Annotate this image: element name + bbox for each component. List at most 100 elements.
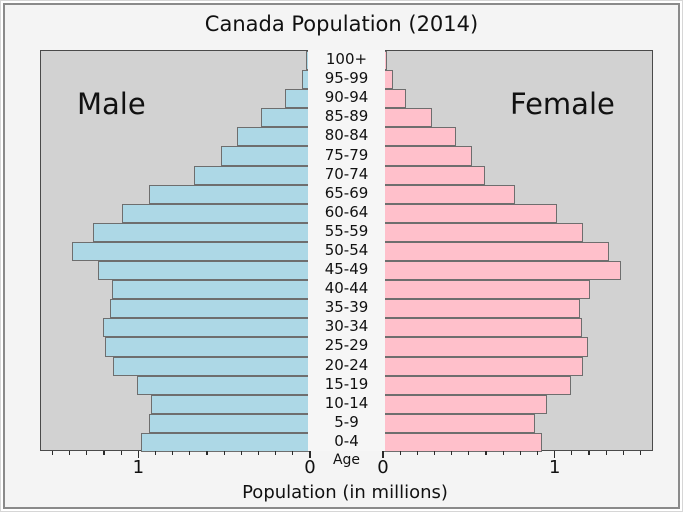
figure-background: Canada Population (2014) Male Female 100…: [3, 3, 680, 509]
male-axis-tick-1.3: [86, 451, 88, 455]
age-label-25-29: 25-29: [324, 336, 369, 355]
age-label-80-84: 80-84: [324, 126, 369, 145]
age-label-10-14: 10-14: [324, 393, 369, 412]
male-bar-50-54: [72, 241, 309, 262]
female-axis-tick-0.4: [451, 451, 453, 455]
female-bar-95-99: [384, 70, 393, 90]
male-axis-tick-1.2: [103, 451, 105, 455]
age-label-65-69: 65-69: [324, 183, 369, 202]
male-axis-tick-0.6: [206, 451, 208, 455]
female-bar-60-64: [384, 203, 558, 223]
female-bar-75-79: [384, 146, 472, 166]
female-axis-tick-1.4: [622, 451, 624, 455]
female-axis-tick-0.9: [536, 451, 539, 455]
age-label-70-74: 70-74: [324, 164, 369, 183]
age-label-5-9: 5-9: [334, 412, 359, 431]
female-tick-label-1: 1: [548, 457, 561, 478]
female-axis-tick-0.2: [416, 451, 418, 455]
female-bar-55-59: [384, 222, 584, 242]
age-label-100+: 100+: [325, 50, 368, 69]
female-bar-5-9: [384, 413, 536, 433]
age-label-45-49: 45-49: [324, 260, 369, 279]
male-axis-tick-1.4: [69, 451, 71, 455]
male-bar-15-19: [137, 375, 309, 395]
male-bar-85-89: [260, 108, 309, 128]
female-bar-65-69: [384, 184, 515, 204]
female-bar-85-89: [384, 108, 433, 128]
age-label-20-24: 20-24: [324, 355, 369, 374]
male-axis-tick-0.8: [172, 451, 174, 455]
male-axis-tick-0.0: [309, 451, 311, 458]
male-bar-90-94: [285, 89, 309, 109]
age-label-30-34: 30-34: [324, 317, 369, 336]
male-bar-70-74: [194, 165, 309, 185]
male-tick-label-0: 0: [304, 457, 316, 478]
male-bar-40-44: [111, 280, 309, 300]
male-axis-tick-0.3: [257, 451, 260, 455]
male-bar-60-64: [121, 203, 309, 223]
female-axis-tick-0.7: [502, 451, 504, 455]
female-axis-tick-0.6: [485, 451, 487, 455]
male-bar-65-69: [149, 184, 309, 204]
female-bar-15-19: [384, 375, 572, 395]
male-bar-10-14: [151, 394, 309, 414]
female-panel: [383, 50, 653, 452]
female-bar-50-54: [384, 241, 609, 262]
male-tick-label-1: 1: [132, 457, 145, 478]
male-axis-tick-0.5: [223, 451, 225, 455]
age-label-95-99: 95-99: [324, 69, 369, 88]
female-tick-label-0: 0: [377, 457, 389, 478]
male-bar-75-79: [221, 146, 309, 166]
female-bar-45-49: [384, 261, 621, 281]
male-bar-25-29: [104, 337, 309, 357]
female-axis-tick-0.0: [382, 451, 384, 458]
chart-title: Canada Population (2014): [204, 12, 479, 36]
female-axis-tick-1.1: [571, 451, 573, 455]
age-label-85-89: 85-89: [324, 107, 369, 126]
male-bar-80-84: [236, 127, 309, 147]
male-bar-0-4: [140, 432, 309, 452]
age-label-90-94: 90-94: [324, 88, 369, 107]
male-axis-tick-0.4: [240, 451, 242, 455]
female-bar-30-34: [384, 318, 582, 338]
male-axis-tick-1.5: [51, 451, 54, 455]
age-label-55-59: 55-59: [324, 221, 369, 240]
age-label-15-19: 15-19: [324, 374, 369, 393]
female-axis-tick-1.2: [588, 451, 590, 455]
male-axis-tick-1.0: [137, 451, 139, 458]
male-axis-tick-0.9: [154, 451, 157, 455]
male-bar-20-24: [113, 356, 309, 376]
female-axis-tick-0.5: [468, 451, 470, 455]
male-bar-55-59: [92, 222, 309, 242]
female-axis-tick-0.3: [433, 451, 436, 455]
age-axis-label: Age: [332, 452, 361, 468]
female-bar-35-39: [384, 299, 580, 319]
male-bar-30-34: [103, 318, 309, 338]
female-axis-tick-0.1: [399, 451, 401, 455]
female-bar-25-29: [384, 337, 589, 357]
female-axis-tick-1.3: [605, 451, 607, 455]
male-bar-45-49: [97, 261, 309, 281]
male-bar-35-39: [109, 299, 309, 319]
male-axis-tick-0.7: [189, 451, 191, 455]
x-axis-label: Population (in millions): [242, 482, 448, 503]
female-axis-tick-0.8: [519, 451, 521, 455]
male-panel: [40, 50, 310, 452]
female-bar-80-84: [384, 127, 457, 147]
age-labels-column: 100+ 95-99 90-94 85-89 80-84 75-79 70-74 65-69 6…: [308, 50, 385, 451]
female-bar-20-24: [384, 356, 584, 376]
female-bar-90-94: [384, 89, 407, 109]
male-side-label: Male: [77, 87, 146, 121]
age-label-50-54: 50-54: [324, 240, 369, 259]
female-axis-tick-1.0: [554, 451, 556, 458]
age-label-75-79: 75-79: [324, 145, 369, 164]
age-label-40-44: 40-44: [324, 279, 369, 298]
male-bar-5-9: [149, 413, 309, 433]
female-bar-40-44: [384, 280, 590, 300]
age-label-60-64: 60-64: [324, 202, 369, 221]
male-axis-tick-0.2: [275, 451, 277, 455]
age-label-35-39: 35-39: [324, 298, 369, 317]
age-label-0-4: 0-4: [334, 431, 359, 450]
female-bar-0-4: [384, 432, 542, 452]
